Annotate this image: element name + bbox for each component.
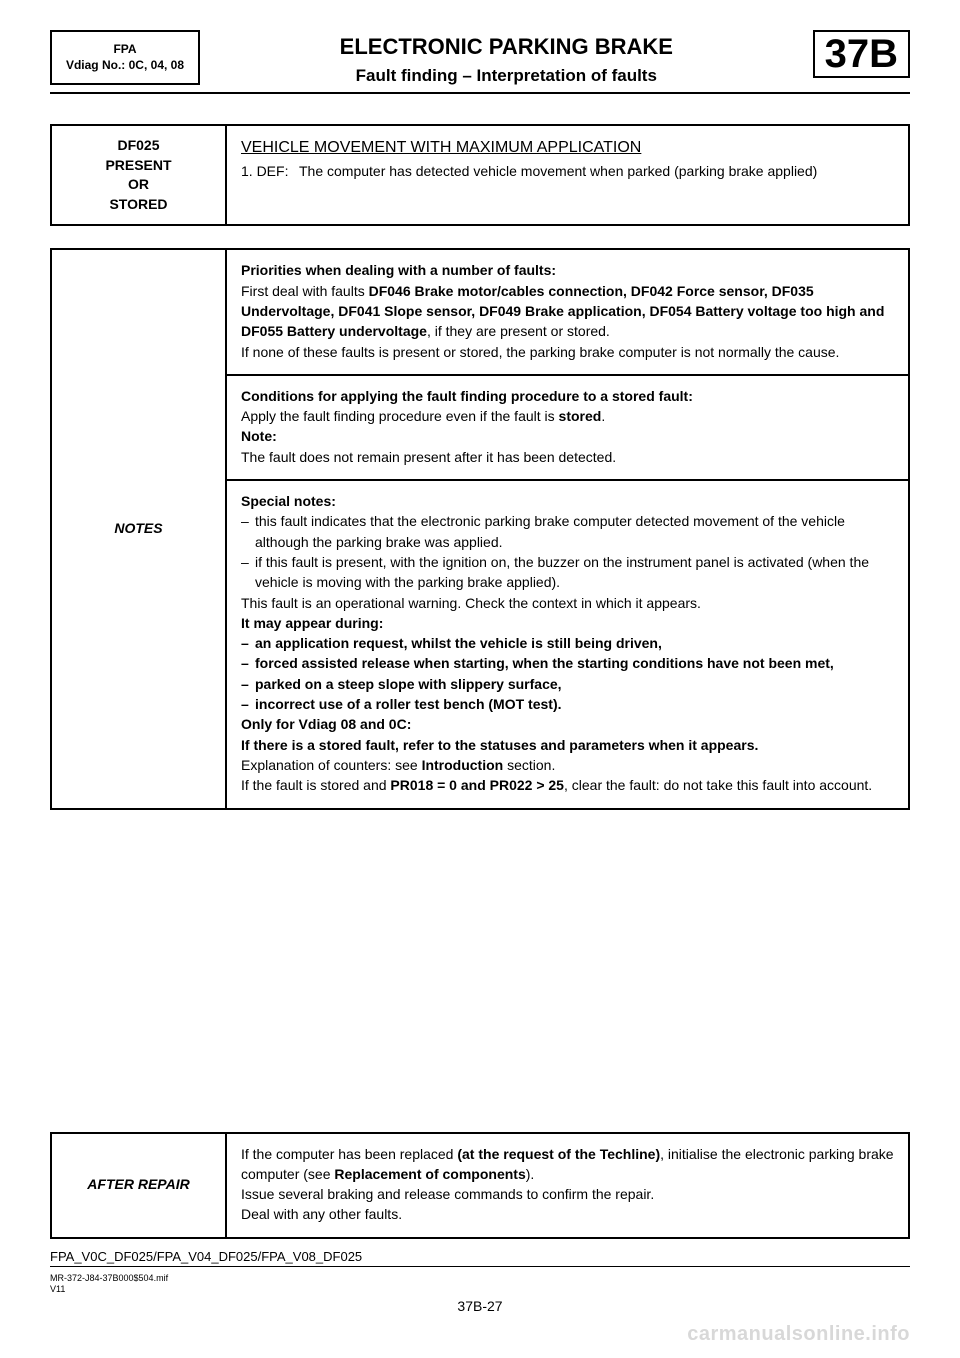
conditions-heading: Conditions for applying the fault findin… [241,388,693,404]
appear-item-2: –forced assisted release when starting, … [241,653,894,673]
notes-cell-priorities: Priorities when dealing with a number of… [227,250,908,373]
ar-p2: Issue several braking and release comman… [241,1186,654,1202]
after-repair-box: AFTER REPAIR If the computer has been re… [50,1132,910,1239]
header-title: ELECTRONIC PARKING BRAKE [200,34,813,60]
notes-label: NOTES [52,250,227,807]
appear-heading: It may appear during: [241,615,383,631]
footer-code: FPA_V0C_DF025/FPA_V04_DF025/FPA_V08_DF02… [50,1249,910,1267]
priorities-text-a: First deal with faults [241,283,369,299]
page-number: 37B-27 [50,1298,910,1314]
counters-a: Explanation of counters: see [241,757,422,773]
clear-a: If the fault is stored and [241,777,390,793]
header-vdiag: Vdiag No.: 0C, 04, 08 [60,58,190,74]
stored-fault-heading: If there is a stored fault, refer to the… [241,737,758,753]
clear-c: , clear the fault: do not take this faul… [564,777,872,793]
watermark: carmanualsonline.info [687,1323,910,1346]
fault-title: VEHICLE MOVEMENT WITH MAXIMUM APPLICATIO… [241,136,894,159]
ar-b: (at the request of the Techline) [457,1146,660,1162]
footer-version: V11 [50,1284,65,1294]
header-fpa: FPA [60,42,190,58]
conditions-text-a: Apply the fault finding procedure even i… [241,408,559,424]
header-center: ELECTRONIC PARKING BRAKE Fault finding –… [200,30,813,86]
header-subtitle: Fault finding – Interpretation of faults [200,66,813,86]
page-header: FPA Vdiag No.: 0C, 04, 08 ELECTRONIC PAR… [50,30,910,94]
footer-small: MR-372-J84-37B000$504.mif V11 [50,1273,910,1296]
conditions-text-c: . [601,408,605,424]
ar-e: ). [526,1166,535,1182]
notes-cell-conditions: Conditions for applying the fault findin… [227,374,908,479]
special-p1: This fault is an operational warning. Ch… [241,595,701,611]
special-heading: Special notes: [241,493,336,509]
clear-b: PR018 = 0 and PR022 > 25 [390,777,564,793]
appear-item-1: –an application request, whilst the vehi… [241,633,894,653]
ar-p3: Deal with any other faults. [241,1206,402,1222]
notes-cell-special: Special notes: –this fault indicates tha… [227,479,908,807]
header-left-box: FPA Vdiag No.: 0C, 04, 08 [50,30,200,85]
special-item-2: –if this fault is present, with the igni… [241,552,894,593]
after-repair-cell: If the computer has been replaced (at th… [227,1134,908,1237]
fault-box: DF025 PRESENT OR STORED VEHICLE MOVEMENT… [50,124,910,226]
counters-b: Introduction [422,757,504,773]
counters-c: section. [503,757,555,773]
conditions-text-b: stored [559,408,602,424]
appear-item-3: –parked on a steep slope with slippery s… [241,674,894,694]
fault-code-cell: DF025 PRESENT OR STORED [52,126,227,224]
ar-a: If the computer has been replaced [241,1146,457,1162]
fault-description-cell: VEHICLE MOVEMENT WITH MAXIMUM APPLICATIO… [227,126,908,221]
note-heading: Note: [241,428,277,444]
appear-item-4: –incorrect use of a roller test bench (M… [241,694,894,714]
priorities-heading: Priorities when dealing with a number of… [241,262,556,278]
header-section-box: 37B [813,30,910,78]
after-repair-label: AFTER REPAIR [52,1134,227,1237]
notes-box: NOTES Priorities when dealing with a num… [50,248,910,809]
def-text: The computer has detected vehicle moveme… [299,161,894,181]
priorities-text-c: , if they are present or stored. [427,323,610,339]
note-text: The fault does not remain present after … [241,449,616,465]
ar-d: Replacement of components [334,1166,525,1182]
priorities-text-2: If none of these faults is present or st… [241,344,839,360]
special-item-1: –this fault indicates that the electroni… [241,511,894,552]
def-number: 1. DEF: [241,161,299,181]
vdiag-heading: Only for Vdiag 08 and 0C: [241,716,411,732]
footer-mif: MR-372-J84-37B000$504.mif [50,1273,168,1283]
